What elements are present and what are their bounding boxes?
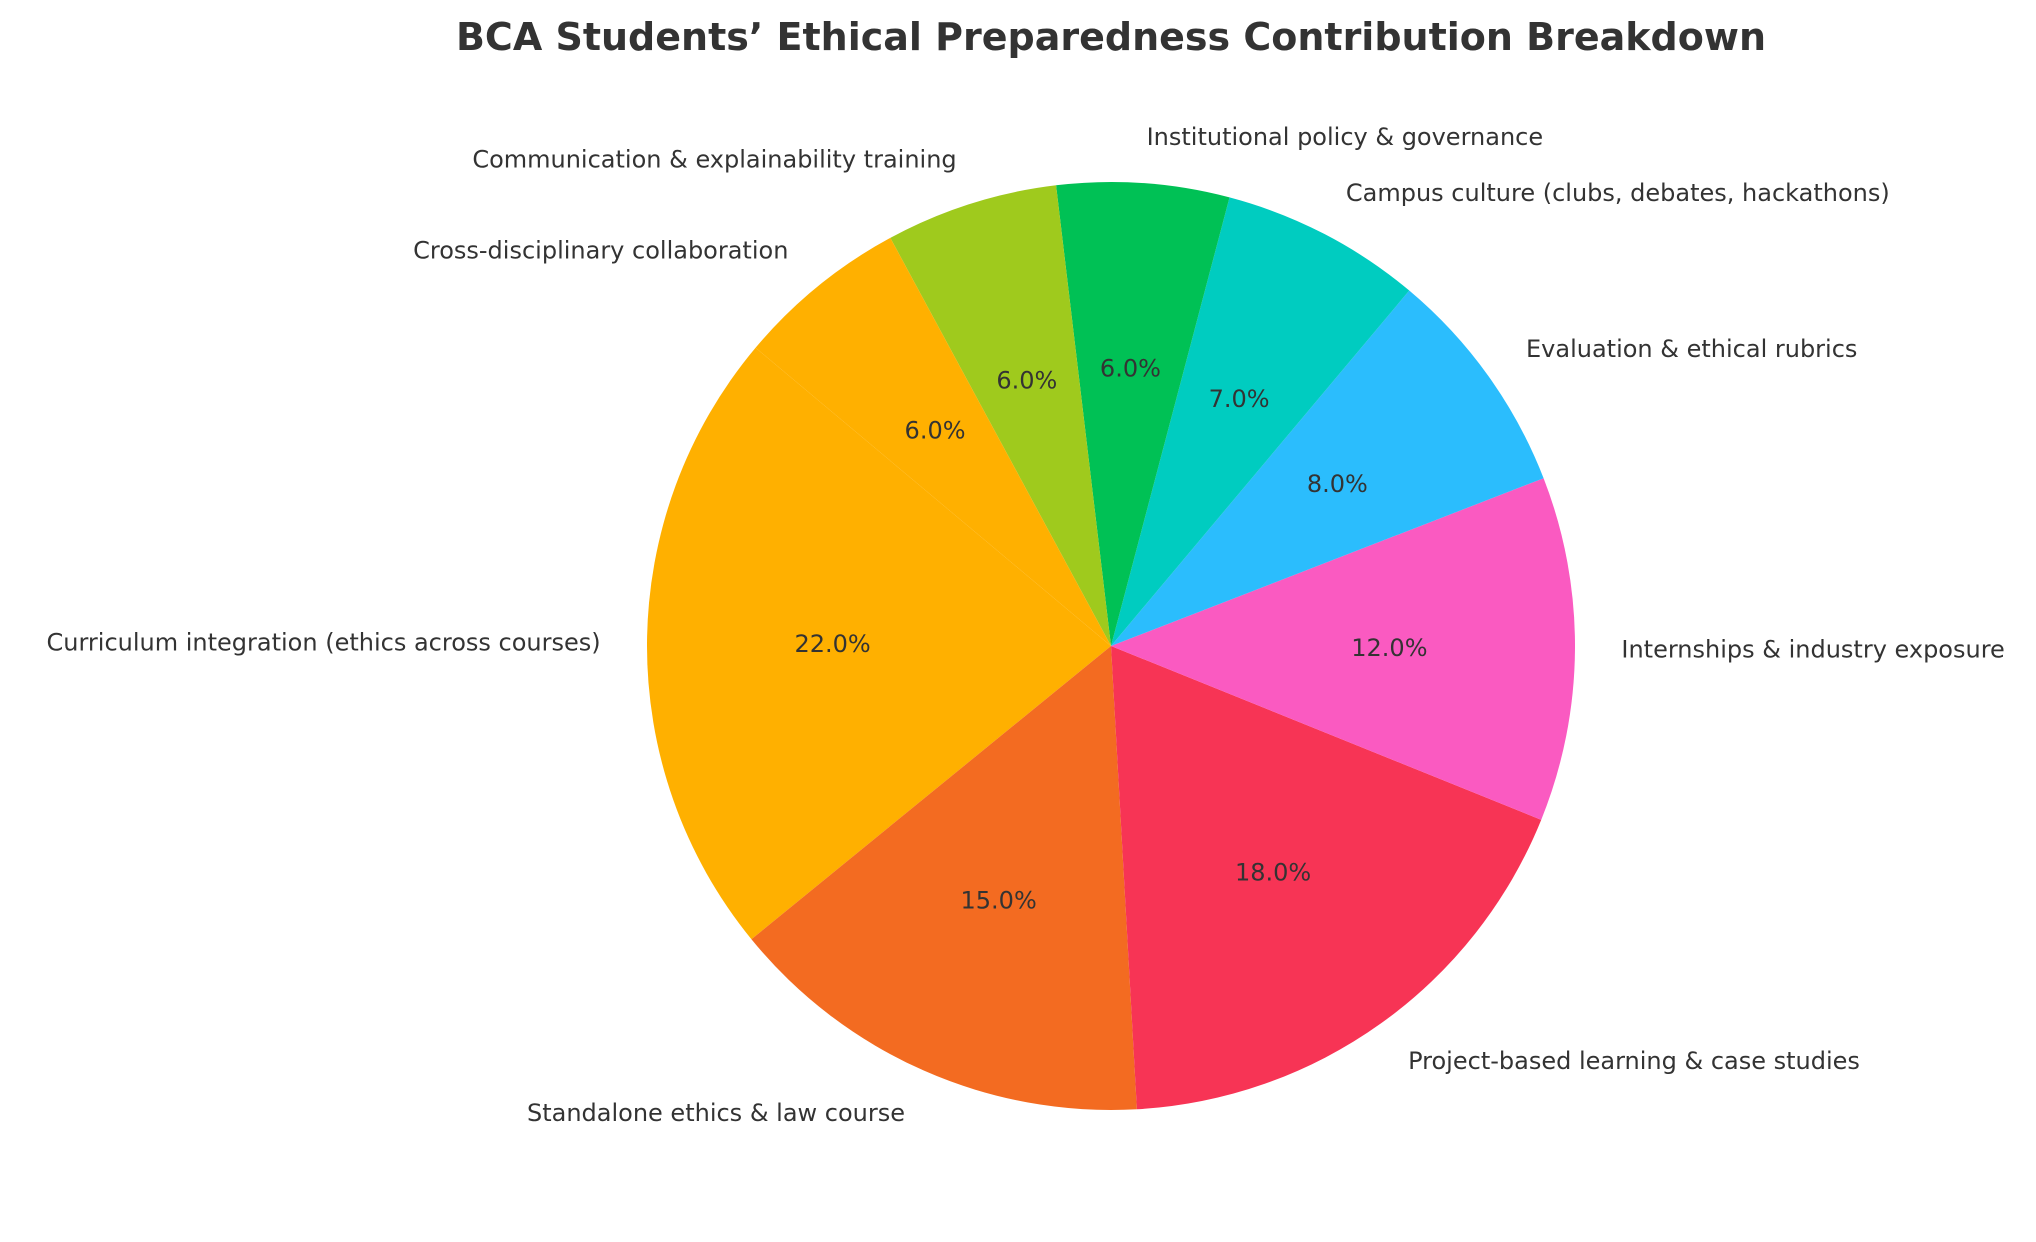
pie-slice [1111, 478, 1575, 820]
slice-category-label: Cross-disciplinary collaboration [413, 236, 788, 264]
pie-slice [647, 347, 1111, 940]
pie-slices [647, 182, 1575, 1110]
pie-percentage-labels: 22.0% 15.0% 18.0% 12.0% 8.0% 7.0% 6.0% 6.0% 6.0% [794, 354, 1427, 914]
slice-percentage-label: 7.0% [1209, 385, 1270, 413]
slice-category-label: Campus culture (clubs, debates, hackatho… [1346, 179, 1890, 207]
slice-category-label: Standalone ethics & law course [527, 1099, 905, 1127]
slice-category-label: Evaluation & ethical rubrics [1526, 335, 1857, 363]
slice-percentage-label: 18.0% [1235, 858, 1311, 886]
slice-percentage-label: 8.0% [1307, 470, 1368, 498]
pie-slice [755, 237, 1111, 646]
slice-percentage-label: 6.0% [905, 416, 966, 444]
slice-category-label: Communication & explainability training [472, 145, 956, 173]
slice-percentage-label: 6.0% [996, 367, 1057, 395]
slice-percentage-label: 22.0% [794, 630, 870, 658]
pie-slice [1056, 182, 1230, 647]
slice-category-label: Institutional policy & governance [1147, 123, 1544, 151]
slice-category-label: Project-based learning & case studies [1408, 1047, 1860, 1075]
slice-category-label: Curriculum integration (ethics across co… [47, 628, 601, 656]
slice-percentage-label: 6.0% [1100, 354, 1161, 382]
slice-category-label: Internships & industry exposure [1621, 636, 2004, 664]
slice-percentage-label: 12.0% [1351, 634, 1427, 662]
slice-percentage-label: 15.0% [961, 887, 1037, 915]
pie-slice [1111, 646, 1542, 1110]
chart-title: BCA Students’ Ethical Preparedness Contr… [456, 15, 1766, 59]
pie-slice [1111, 290, 1544, 646]
pie-slice [751, 646, 1137, 1110]
pie-slice [1111, 197, 1410, 646]
pie-slice [890, 185, 1111, 646]
pie-category-labels: Curriculum integration (ethics across co… [47, 123, 2005, 1127]
